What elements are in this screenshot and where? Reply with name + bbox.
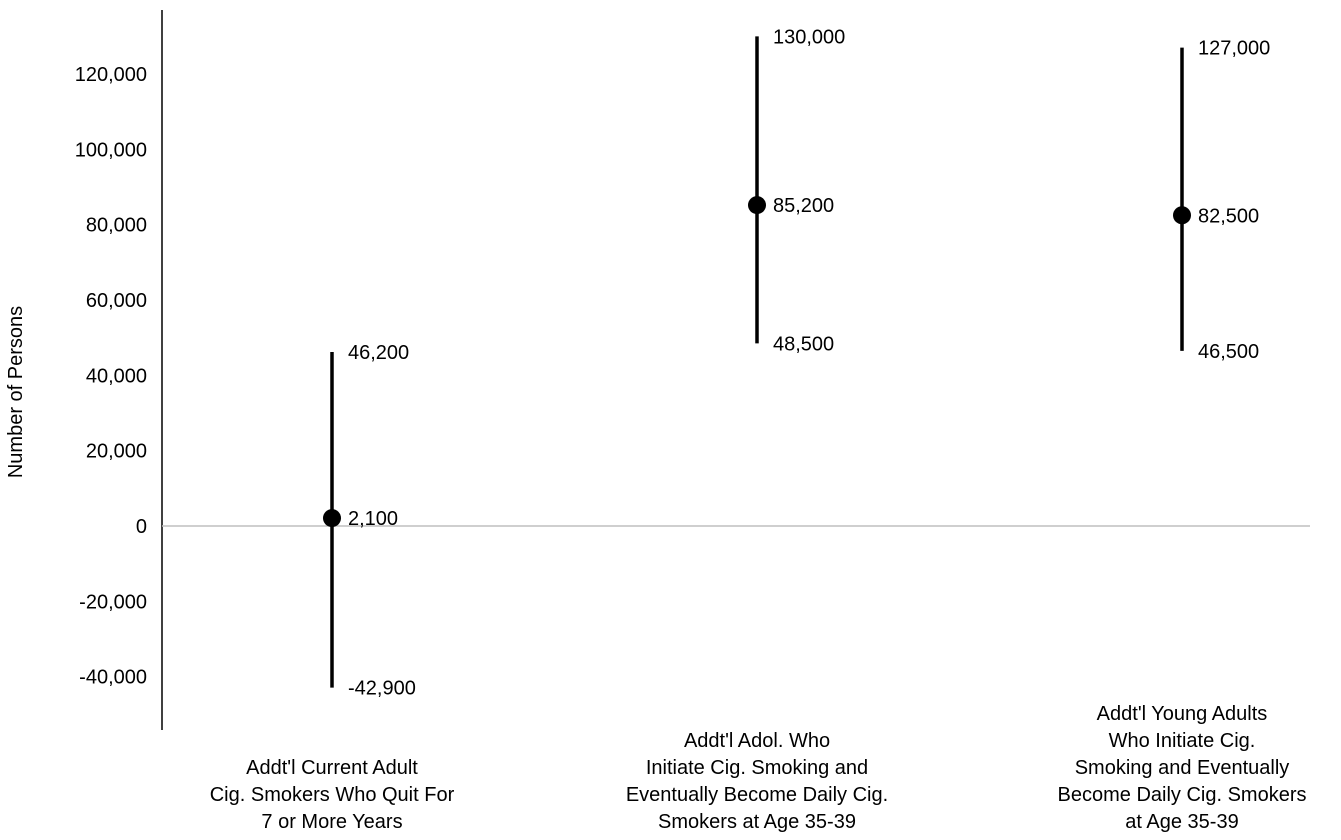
y-tick-label: 40,000 xyxy=(86,365,147,387)
lower-bound-label: 48,500 xyxy=(773,333,834,355)
y-tick-label: -20,000 xyxy=(79,591,147,613)
point-value-label: 85,200 xyxy=(773,195,834,217)
upper-bound-label: 127,000 xyxy=(1198,38,1270,60)
category-label: Addt'l Young Adults Who Initiate Cig. Smok… xyxy=(1058,703,1307,833)
lower-bound-label: -42,900 xyxy=(348,678,416,700)
y-tick-label: 120,000 xyxy=(75,64,147,86)
y-axis: -40,000 -20,000 0 20,000 40,000 60,000 80,000 1… xyxy=(75,10,163,730)
lower-bound-label: 46,500 xyxy=(1198,341,1259,363)
category-label-line: Addt'l Young Adults xyxy=(1097,703,1268,725)
y-tick-label: 20,000 xyxy=(86,441,147,463)
y-tick-label: 100,000 xyxy=(75,139,147,161)
category-label-line: Smoking and Eventually xyxy=(1075,757,1290,779)
point-estimate-marker xyxy=(323,509,341,528)
category-label-line: Initiate Cig. Smoking and xyxy=(646,757,868,779)
category-label-line: Cig. Smokers Who Quit For xyxy=(210,784,455,806)
y-axis-title: Number of Persons xyxy=(5,306,27,478)
category-label-line: Eventually Become Daily Cig. xyxy=(626,784,888,806)
upper-bound-label: 130,000 xyxy=(773,26,845,48)
point-estimate-marker xyxy=(1173,206,1191,225)
category-label-line: Who Initiate Cig. xyxy=(1109,730,1256,752)
y-tick-label: -40,000 xyxy=(79,667,147,689)
category-label: Addt'l Current Adult Cig. Smokers Who Qui… xyxy=(210,757,455,833)
category-label-line: Addt'l Adol. Who xyxy=(684,730,830,752)
category-label: Addt'l Adol. Who Initiate Cig. Smoking an… xyxy=(626,730,888,833)
category-label-line: 7 or More Years xyxy=(261,811,402,833)
y-tick-label: 60,000 xyxy=(86,290,147,312)
x-axis-category-labels: Addt'l Current Adult Cig. Smokers Who Qui… xyxy=(210,703,1307,833)
y-tick-label: 0 xyxy=(136,516,147,538)
category-label-line: at Age 35-39 xyxy=(1125,811,1238,833)
point-value-label: 2,100 xyxy=(348,508,398,530)
y-tick-label: 80,000 xyxy=(86,215,147,237)
category-label-line: Smokers at Age 35-39 xyxy=(658,811,856,833)
point-estimate-marker xyxy=(748,196,766,215)
category-label-line: Become Daily Cig. Smokers xyxy=(1058,784,1307,806)
chart-marks: 2,100 46,200 -42,900 85,200 130,000 48,500 82,… xyxy=(323,26,1270,700)
upper-bound-label: 46,200 xyxy=(348,342,409,364)
point-value-label: 82,500 xyxy=(1198,205,1259,227)
category-label-line: Addt'l Current Adult xyxy=(246,757,418,779)
